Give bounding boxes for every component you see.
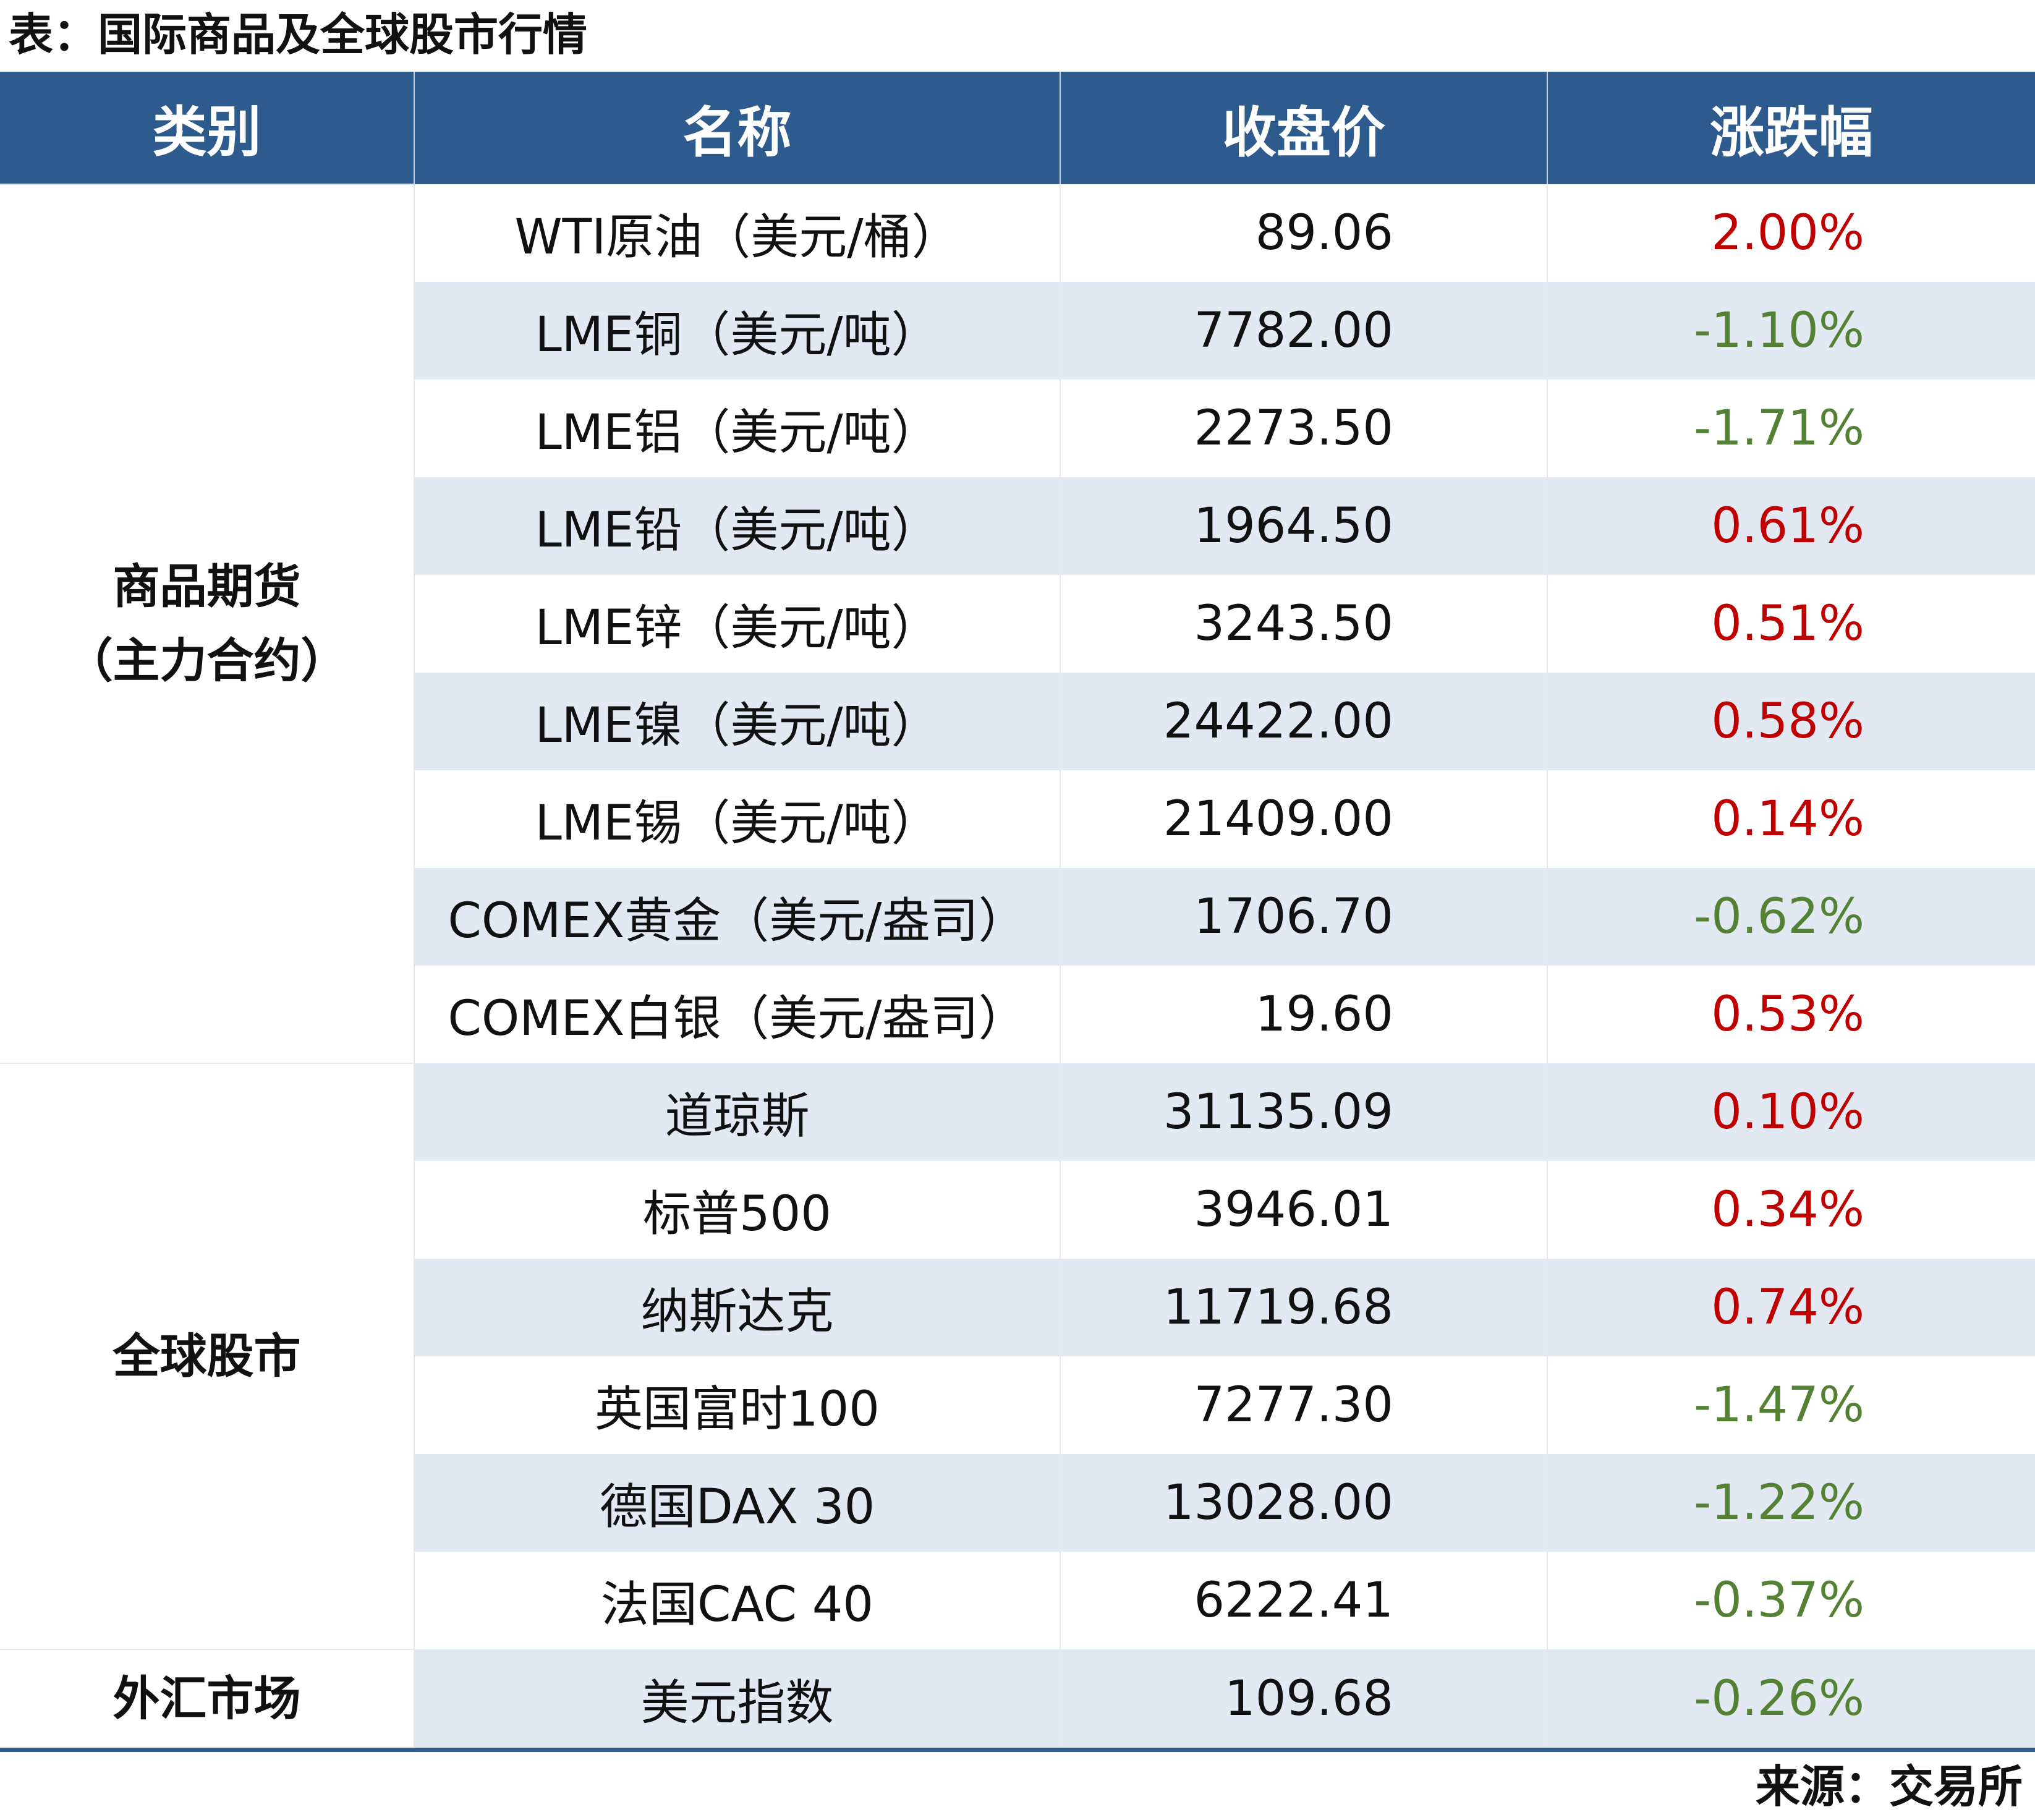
close-price-cell: 3243.50 bbox=[1060, 575, 1547, 673]
table-row: 外汇市场 美元指数 109.68 -0.26% bbox=[0, 1649, 2035, 1752]
table-row: 德国DAX 30 13028.00 -1.22% bbox=[0, 1454, 2035, 1552]
instrument-name-cell: 英国富时100 bbox=[414, 1356, 1060, 1454]
instrument-name-cell: LME铝（美元/吨） bbox=[414, 380, 1060, 477]
close-price-cell: 6222.41 bbox=[1060, 1552, 1547, 1649]
category-cell: 全球股市 bbox=[0, 1063, 414, 1649]
header-category: 类别 bbox=[0, 72, 414, 184]
close-price-cell: 1964.50 bbox=[1060, 477, 1547, 575]
table-row: 纳斯达克 11719.68 0.74% bbox=[0, 1259, 2035, 1356]
close-price-cell: 11719.68 bbox=[1060, 1259, 1547, 1356]
table-row: LME铅（美元/吨） 1964.50 0.61% bbox=[0, 477, 2035, 575]
change-percent-cell: 0.51% bbox=[1547, 575, 2035, 673]
change-percent-cell: -1.10% bbox=[1547, 282, 2035, 380]
table-row: COMEX白银（美元/盎司） 19.60 0.53% bbox=[0, 966, 2035, 1063]
table-header: 类别 名称 收盘价 涨跌幅 bbox=[0, 72, 2035, 184]
category-cell: 外汇市场 bbox=[0, 1649, 414, 1752]
category-cell: 商品期货 （主力合约） bbox=[0, 184, 414, 1063]
table-row: 商品期货 （主力合约） WTI原油（美元/桶） 89.06 2.00% bbox=[0, 184, 2035, 1063]
table-row: COMEX黄金（美元/盎司） 1706.70 -0.62% bbox=[0, 868, 2035, 966]
close-price-cell: 31135.09 bbox=[1060, 1063, 1547, 1161]
close-price-cell: 3946.01 bbox=[1060, 1161, 1547, 1259]
change-percent-cell: -0.37% bbox=[1547, 1552, 2035, 1649]
table-row: LME锡（美元/吨） 21409.00 0.14% bbox=[0, 770, 2035, 868]
change-percent-cell: 0.14% bbox=[1547, 770, 2035, 868]
table-row: 标普500 3946.01 0.34% bbox=[0, 1161, 2035, 1259]
change-percent-cell: 0.74% bbox=[1547, 1259, 2035, 1356]
close-price-cell: 19.60 bbox=[1060, 966, 1547, 1063]
instrument-name-cell: 道琼斯 bbox=[414, 1063, 1060, 1161]
instrument-name-cell: WTI原油（美元/桶） bbox=[414, 184, 1060, 282]
instrument-name-cell: COMEX白银（美元/盎司） bbox=[414, 966, 1060, 1063]
close-price-cell: 21409.00 bbox=[1060, 770, 1547, 868]
close-price-cell: 2273.50 bbox=[1060, 380, 1547, 477]
table-row: LME铜（美元/吨） 7782.00 -1.10% bbox=[0, 282, 2035, 380]
instrument-name-cell: 标普500 bbox=[414, 1161, 1060, 1259]
instrument-name-cell: LME镍（美元/吨） bbox=[414, 673, 1060, 770]
change-percent-cell: 0.53% bbox=[1547, 966, 2035, 1063]
table-row: LME镍（美元/吨） 24422.00 0.58% bbox=[0, 673, 2035, 770]
source-note: 来源：交易所 bbox=[1755, 1761, 2023, 1813]
instrument-name-cell: LME锡（美元/吨） bbox=[414, 770, 1060, 868]
instrument-name-cell: 美元指数 bbox=[414, 1649, 1060, 1752]
change-percent-cell: -0.62% bbox=[1547, 868, 2035, 966]
instrument-name-cell: 法国CAC 40 bbox=[414, 1552, 1060, 1649]
change-percent-cell: 2.00% bbox=[1547, 184, 2035, 282]
header-close: 收盘价 bbox=[1060, 72, 1547, 184]
change-percent-cell: 0.58% bbox=[1547, 673, 2035, 770]
header-row: 类别 名称 收盘价 涨跌幅 bbox=[0, 72, 2035, 184]
close-price-cell: 7782.00 bbox=[1060, 282, 1547, 380]
change-percent-cell: 0.10% bbox=[1547, 1063, 2035, 1161]
change-percent-cell: -1.22% bbox=[1547, 1454, 2035, 1552]
instrument-name-cell: 德国DAX 30 bbox=[414, 1454, 1060, 1552]
instrument-name-cell: LME锌（美元/吨） bbox=[414, 575, 1060, 673]
close-price-cell: 89.06 bbox=[1060, 184, 1547, 282]
change-percent-cell: 0.61% bbox=[1547, 477, 2035, 575]
instrument-name-cell: COMEX黄金（美元/盎司） bbox=[414, 868, 1060, 966]
table-row: 法国CAC 40 6222.41 -0.37% bbox=[0, 1552, 2035, 1649]
table-caption: 表：国际商品及全球股市行情 bbox=[9, 9, 588, 61]
instrument-name-cell: LME铜（美元/吨） bbox=[414, 282, 1060, 380]
change-percent-cell: -1.71% bbox=[1547, 380, 2035, 477]
close-price-cell: 13028.00 bbox=[1060, 1454, 1547, 1552]
close-price-cell: 7277.30 bbox=[1060, 1356, 1547, 1454]
market-table: 类别 名称 收盘价 涨跌幅 商品期货 （主力合约） WTI原油（美元/桶） 89.0… bbox=[0, 72, 2035, 1752]
header-name: 名称 bbox=[414, 72, 1060, 184]
table-row: 英国富时100 7277.30 -1.47% bbox=[0, 1356, 2035, 1454]
table-row: LME锌（美元/吨） 3243.50 0.51% bbox=[0, 575, 2035, 673]
header-change: 涨跌幅 bbox=[1547, 72, 2035, 184]
table-body: 商品期货 （主力合约） WTI原油（美元/桶） 89.06 2.00% LME铜（美元/… bbox=[0, 184, 2035, 1752]
close-price-cell: 1706.70 bbox=[1060, 868, 1547, 966]
table-row: LME铝（美元/吨） 2273.50 -1.71% bbox=[0, 380, 2035, 477]
table-row: 全球股市 道琼斯 31135.09 0.10% bbox=[0, 1063, 2035, 1649]
change-percent-cell: -0.26% bbox=[1547, 1649, 2035, 1752]
instrument-name-cell: 纳斯达克 bbox=[414, 1259, 1060, 1356]
close-price-cell: 24422.00 bbox=[1060, 673, 1547, 770]
instrument-name-cell: LME铅（美元/吨） bbox=[414, 477, 1060, 575]
close-price-cell: 109.68 bbox=[1060, 1649, 1547, 1752]
change-percent-cell: -1.47% bbox=[1547, 1356, 2035, 1454]
change-percent-cell: 0.34% bbox=[1547, 1161, 2035, 1259]
